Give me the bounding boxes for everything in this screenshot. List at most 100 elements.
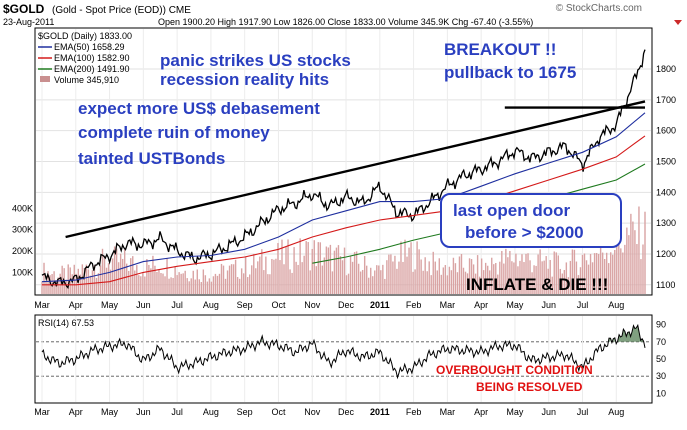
volume-bar <box>176 275 178 294</box>
volume-bar <box>610 252 612 294</box>
x-tick-label: Oct <box>271 300 286 310</box>
volume-bar <box>91 270 94 294</box>
volume-bar <box>277 243 279 294</box>
volume-bar <box>478 276 481 294</box>
x-tick-label: Mar <box>34 300 50 310</box>
volume-bar <box>484 262 487 294</box>
volume-bar <box>107 263 110 294</box>
volume-bar <box>164 276 166 294</box>
volume-bar <box>71 274 73 294</box>
volume-bar <box>160 272 162 294</box>
volume-bar <box>101 248 104 294</box>
rsi-tick-label: 70 <box>656 337 666 347</box>
volume-bar <box>297 264 299 294</box>
volume-bar <box>178 272 180 294</box>
volume-bar <box>134 270 136 294</box>
volume-bar <box>430 275 432 294</box>
volume-bar <box>624 244 626 294</box>
volume-bar <box>126 263 128 294</box>
volume-bar <box>460 254 463 294</box>
x-tick-label-rsi: May <box>101 407 119 417</box>
volume-bar <box>257 261 259 294</box>
volume-bar <box>517 266 519 294</box>
volume-bar <box>414 269 416 294</box>
volume-bar <box>307 242 309 294</box>
volume-bar <box>123 249 126 294</box>
price-tick-label: 1500 <box>656 157 676 167</box>
volume-bar <box>182 273 184 294</box>
x-tick-label-rsi: Jul <box>577 407 589 417</box>
price-tick-label: 1800 <box>656 64 676 74</box>
volume-bar <box>605 252 608 294</box>
legend-ema100: EMA(100) 1582.90 <box>54 53 130 63</box>
volume-bar <box>402 261 404 294</box>
volume-bar <box>57 277 59 294</box>
volume-bar <box>337 245 340 294</box>
volume-bar <box>390 254 392 294</box>
volume-bar <box>117 262 120 294</box>
x-tick-label: May <box>506 300 524 310</box>
volume-bar <box>499 261 501 294</box>
volume-bar <box>559 268 561 294</box>
volume-bar <box>636 244 638 294</box>
series-price <box>41 49 646 290</box>
volume-bar <box>493 264 495 294</box>
x-tick-label-rsi: Oct <box>271 407 286 417</box>
volume-bar <box>363 255 366 294</box>
volume-bar <box>150 268 152 294</box>
volume-bar <box>311 248 313 294</box>
volume-bar <box>541 261 543 294</box>
volume-bar <box>287 239 289 294</box>
volume-bar <box>61 265 63 294</box>
volume-bar <box>317 242 319 294</box>
volume-bar <box>400 241 402 294</box>
annotation-door-2: before > $2000 <box>465 223 584 242</box>
x-tick-label-rsi: Jul <box>171 407 183 417</box>
volume-bar <box>232 264 235 294</box>
volume-bar <box>152 255 154 294</box>
x-tick-label: Mar <box>440 300 456 310</box>
volume-bar <box>539 249 541 294</box>
x-tick-label: Jul <box>577 300 589 310</box>
volume-bar <box>236 277 239 294</box>
price-tick-label: 1400 <box>656 187 676 197</box>
volume-bar <box>200 282 203 294</box>
volume-bar <box>474 273 477 294</box>
annotation-door-1: last open door <box>453 201 571 220</box>
volume-tick-label: 400K <box>12 203 33 213</box>
volume-bar <box>370 267 372 294</box>
volume-bar <box>497 274 499 294</box>
volume-bar <box>216 275 219 294</box>
volume-bar <box>632 221 634 294</box>
rsi-tick-label: 30 <box>656 371 666 381</box>
volume-bar <box>571 249 574 294</box>
volume-bar <box>464 271 467 294</box>
volume-bar <box>283 264 285 294</box>
volume-bar <box>507 257 509 294</box>
rsi-overbought-fill <box>617 325 644 342</box>
x-tick-label-rsi: May <box>506 407 524 417</box>
volume-bar <box>325 246 328 294</box>
series-trendline <box>65 100 646 239</box>
volume-bar <box>142 272 144 294</box>
volume-bar <box>408 247 410 294</box>
volume-bar <box>244 256 247 294</box>
volume-bar <box>89 275 92 294</box>
volume-bar <box>462 267 465 294</box>
x-tick-label: Apr <box>474 300 488 310</box>
volume-tick-label: 100K <box>12 268 33 278</box>
volume-bar <box>355 251 358 294</box>
rsi-line <box>41 323 646 380</box>
legend-volume-swatch <box>40 76 50 82</box>
volume-bar <box>188 281 190 294</box>
volume-bar <box>642 244 644 294</box>
volume-bar <box>301 262 303 294</box>
volume-bar <box>466 273 469 294</box>
volume-bar <box>47 271 49 294</box>
volume-bar <box>446 275 449 294</box>
volume-bar <box>486 265 489 294</box>
volume-bar <box>255 268 257 294</box>
volume-bar <box>575 261 578 294</box>
volume-bar <box>372 276 374 294</box>
